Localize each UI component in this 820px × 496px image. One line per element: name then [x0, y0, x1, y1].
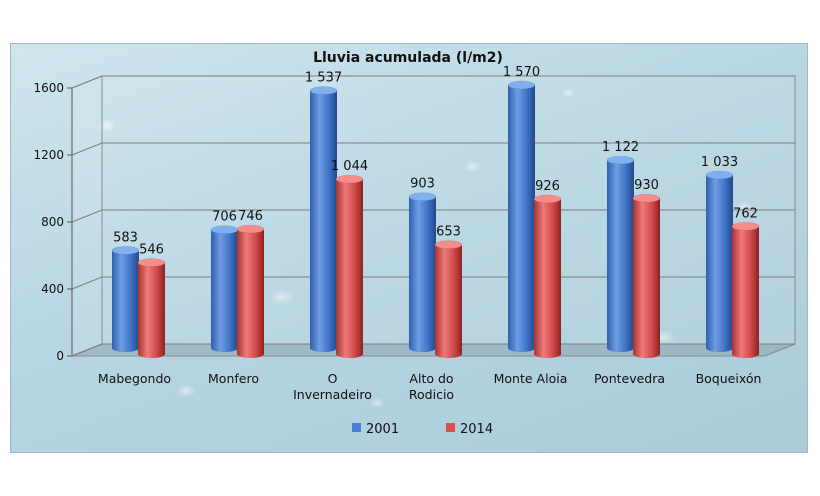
- bar-body: [211, 229, 238, 352]
- data-label: 1 537: [305, 71, 342, 86]
- bar-body: [534, 198, 561, 358]
- legend-label-2001: 2001: [366, 422, 399, 437]
- data-label: 930: [634, 178, 659, 193]
- bar-2014: [137, 258, 166, 358]
- bar-body: [138, 262, 165, 358]
- bar-body: [607, 160, 634, 352]
- chart-title: Lluvia acumulada (l/m2): [313, 50, 503, 66]
- data-label: 1 033: [701, 155, 738, 170]
- gridline: [71, 276, 795, 290]
- bar-top: [434, 240, 463, 249]
- bar-2001: [606, 155, 635, 352]
- x-tick-label: Rodicio: [409, 387, 454, 402]
- bar-2014: [335, 174, 364, 358]
- bar-top: [705, 170, 734, 180]
- x-tick-label: O: [328, 371, 338, 386]
- bar-body: [508, 85, 535, 353]
- bar-2014: [236, 224, 265, 358]
- bar-top: [507, 80, 536, 90]
- gridline: [71, 142, 795, 156]
- data-label: 1 044: [331, 159, 368, 174]
- bar-body: [435, 244, 462, 358]
- bar-top: [309, 86, 338, 95]
- data-label: 746: [238, 209, 263, 224]
- data-label: 1 570: [503, 65, 540, 80]
- x-tick-label: Boqueixón: [696, 371, 762, 386]
- bar-top: [606, 155, 635, 165]
- gridline: [71, 75, 795, 89]
- bar-top: [408, 192, 437, 201]
- bar-body: [310, 90, 337, 353]
- bar-2001: [210, 225, 239, 352]
- x-tick-label: Alto do: [409, 371, 453, 386]
- bar-body: [237, 229, 264, 358]
- legend-label-2014: 2014: [460, 422, 493, 437]
- bar-body: [732, 226, 759, 358]
- bar-2001: [111, 246, 140, 352]
- bar-top: [111, 246, 140, 255]
- bar-top: [210, 225, 239, 234]
- bar-top: [236, 224, 265, 234]
- data-label: 1 122: [602, 140, 639, 155]
- bar-top: [335, 174, 364, 184]
- bar-top: [632, 193, 661, 203]
- data-label: 762: [733, 206, 758, 221]
- bar-2001: [705, 170, 734, 352]
- legend-swatch-2014: [446, 423, 455, 432]
- chart-legend: 2001 2014: [352, 422, 493, 437]
- y-tick-label: 1600: [33, 81, 64, 95]
- bar-top: [533, 194, 562, 204]
- data-label: 706: [212, 210, 237, 225]
- y-tick-label: 400: [41, 282, 64, 296]
- bar-top: [731, 222, 760, 231]
- bar-2014: [731, 222, 760, 358]
- x-tick-label: Mabegondo: [98, 371, 171, 386]
- y-tick-label: 800: [41, 215, 64, 229]
- bar-2001: [408, 192, 437, 352]
- bar-2014: [632, 193, 661, 358]
- x-tick-label: Pontevedra: [594, 371, 665, 386]
- chart-bars: [111, 80, 760, 358]
- data-label: 653: [436, 225, 461, 240]
- bar-2001: [309, 86, 338, 353]
- x-tick-label: Invernadeiro: [293, 387, 372, 402]
- bar-body: [633, 198, 660, 358]
- bar-2014: [434, 240, 463, 358]
- y-tick-label: 0: [56, 349, 64, 363]
- bar-body: [112, 250, 139, 352]
- bar-body: [336, 179, 363, 358]
- bar-body: [706, 174, 733, 352]
- bar-2001: [507, 80, 536, 353]
- legend-swatch-2001: [352, 423, 361, 432]
- data-label: 546: [139, 243, 164, 258]
- data-label: 583: [113, 230, 138, 245]
- data-label: 926: [535, 179, 560, 194]
- gridline: [71, 209, 795, 223]
- gridline: [71, 343, 795, 357]
- bar-2014: [533, 194, 562, 358]
- data-label: 903: [410, 177, 435, 192]
- x-tick-label: Monfero: [208, 371, 259, 386]
- x-tick-label: Monte Aloia: [494, 371, 568, 386]
- bar-body: [409, 196, 436, 352]
- y-tick-label: 1200: [33, 148, 64, 162]
- bar-top: [137, 258, 166, 267]
